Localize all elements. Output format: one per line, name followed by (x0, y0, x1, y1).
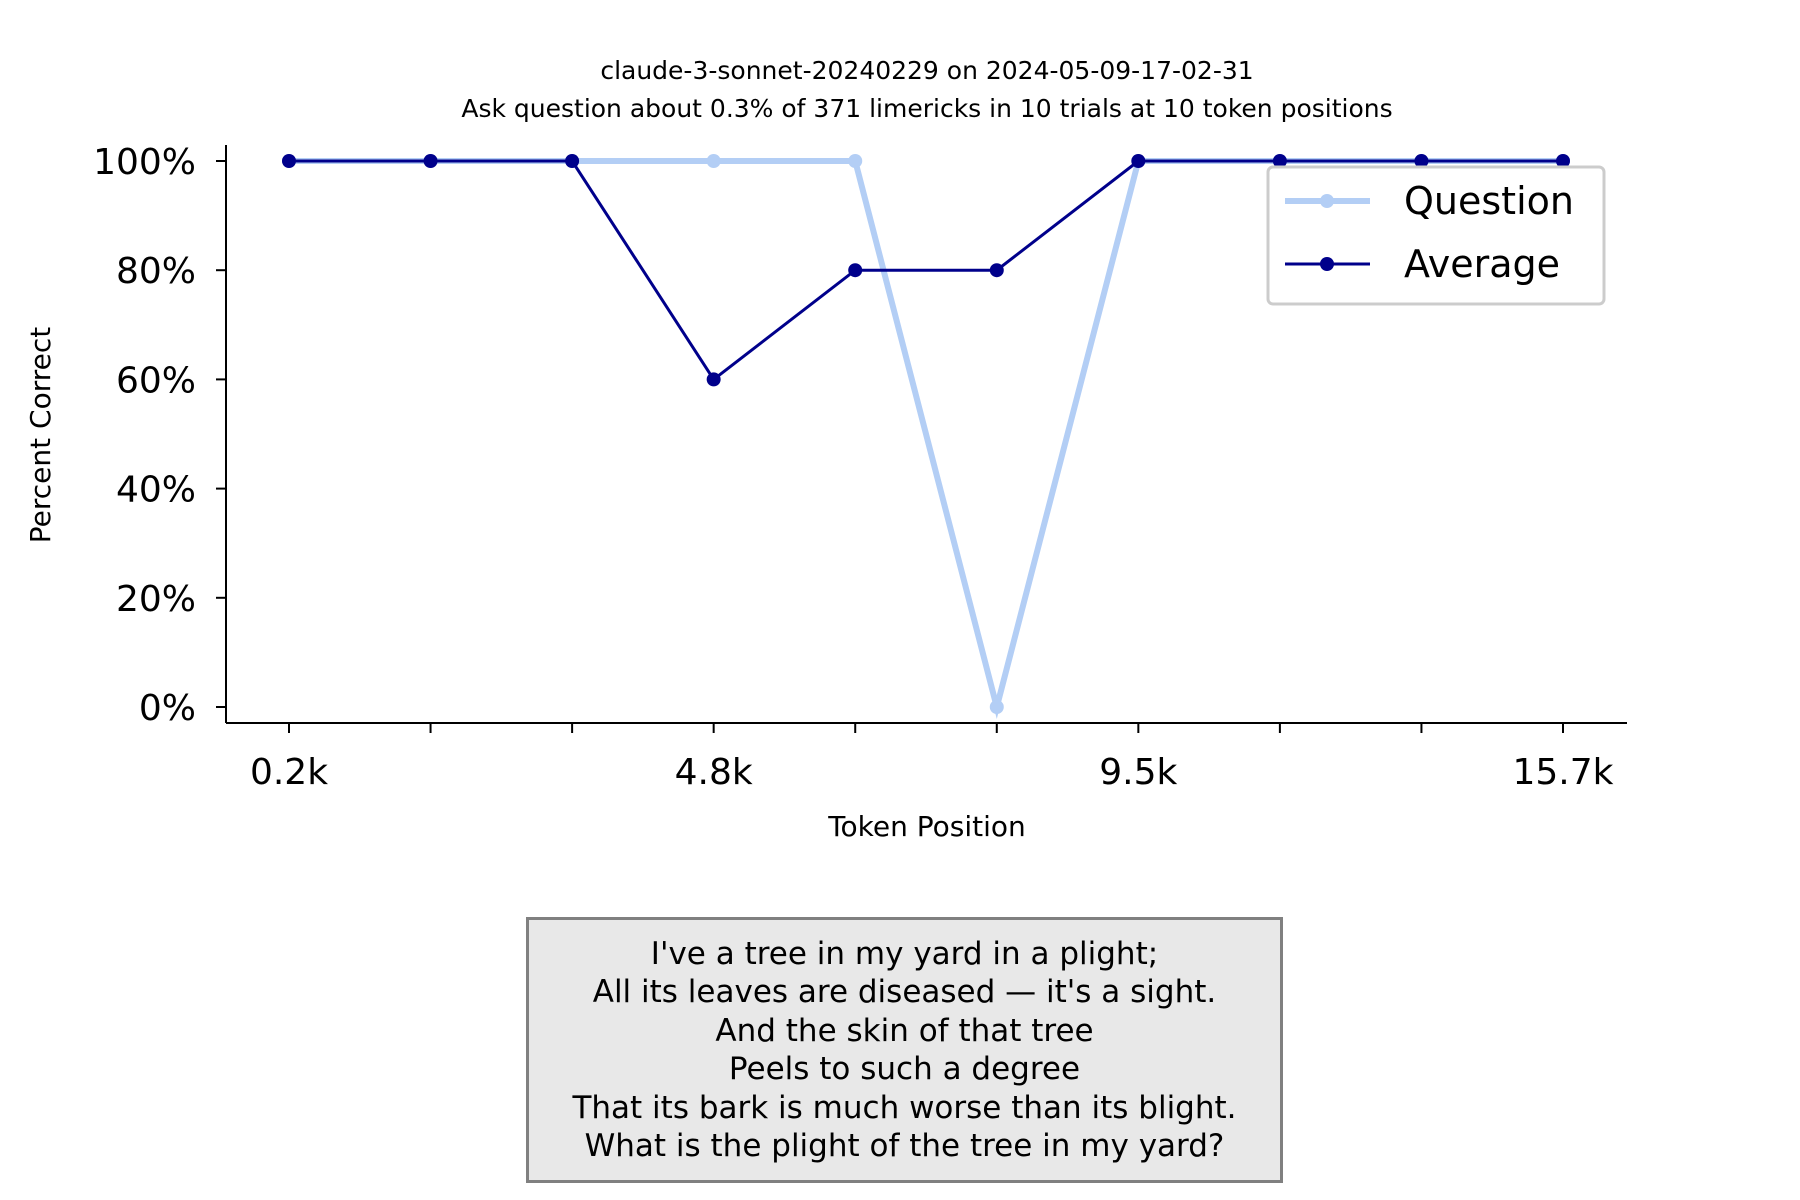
series-layer (282, 154, 1570, 719)
limerick-line: Peels to such a degree (728, 1051, 1081, 1087)
y-tick-label: 20% (116, 579, 196, 620)
limerick-line: I've a tree in my yard in a plight; (650, 935, 1159, 972)
data-point-average (282, 154, 296, 168)
data-point-average (1272, 154, 1287, 168)
line-chart: claude-3-sonnet-20240229 on 2024-05-09-1… (24, 56, 1627, 843)
data-point-average (423, 154, 438, 168)
y-axis-label: Percent Correct (24, 327, 57, 543)
data-point-question (989, 700, 1004, 714)
y-tick-label: 60% (116, 360, 196, 401)
y-tick-label: 0% (139, 688, 196, 729)
data-point-average (989, 263, 1004, 278)
x-tick-label: 15.7k (1512, 752, 1613, 793)
limerick-line: All its leaves are diseased — it's a sig… (592, 974, 1217, 1010)
legend-label-average: Average (1404, 242, 1560, 286)
legend: Question Average (1266, 165, 1606, 306)
data-point-average (848, 263, 863, 278)
series-line-average (289, 159, 1563, 382)
limerick-box: I've a tree in my yard in a plight; All i… (526, 917, 1283, 1183)
y-tick-label: 80% (116, 251, 196, 292)
data-point-average (1131, 154, 1146, 168)
x-tick-label: 0.2k (250, 752, 328, 793)
data-point-average (1414, 154, 1429, 168)
data-point-average (565, 154, 580, 168)
chart-subtitle: Ask question about 0.3% of 371 limericks… (461, 94, 1392, 123)
chart-title: claude-3-sonnet-20240229 on 2024-05-09-1… (600, 56, 1253, 85)
legend-label-question: Question (1404, 179, 1574, 223)
x-tick-label: 9.5k (1099, 752, 1177, 793)
legend-marker-average (1320, 257, 1334, 271)
x-axis-label: Token Position (827, 810, 1026, 843)
limerick-line: That its bark is much worse than its bli… (572, 1089, 1237, 1126)
x-tick-label: 4.8k (675, 752, 753, 793)
data-point-question (848, 154, 863, 168)
data-point-average (706, 372, 721, 387)
y-tick-label: 40% (116, 470, 196, 511)
data-point-question (706, 154, 721, 168)
limerick-line: What is the plight of the tree in my yar… (584, 1128, 1225, 1164)
data-point-average (1556, 154, 1570, 168)
axes: 0% 20% 40% 60% 80% 100% 0.2k 4.8k 9.5k 15.7k (93, 142, 1627, 793)
limerick-line: And the skin of that tree (715, 1012, 1094, 1049)
legend-marker-question (1320, 194, 1334, 208)
y-tick-label: 100% (93, 142, 196, 183)
